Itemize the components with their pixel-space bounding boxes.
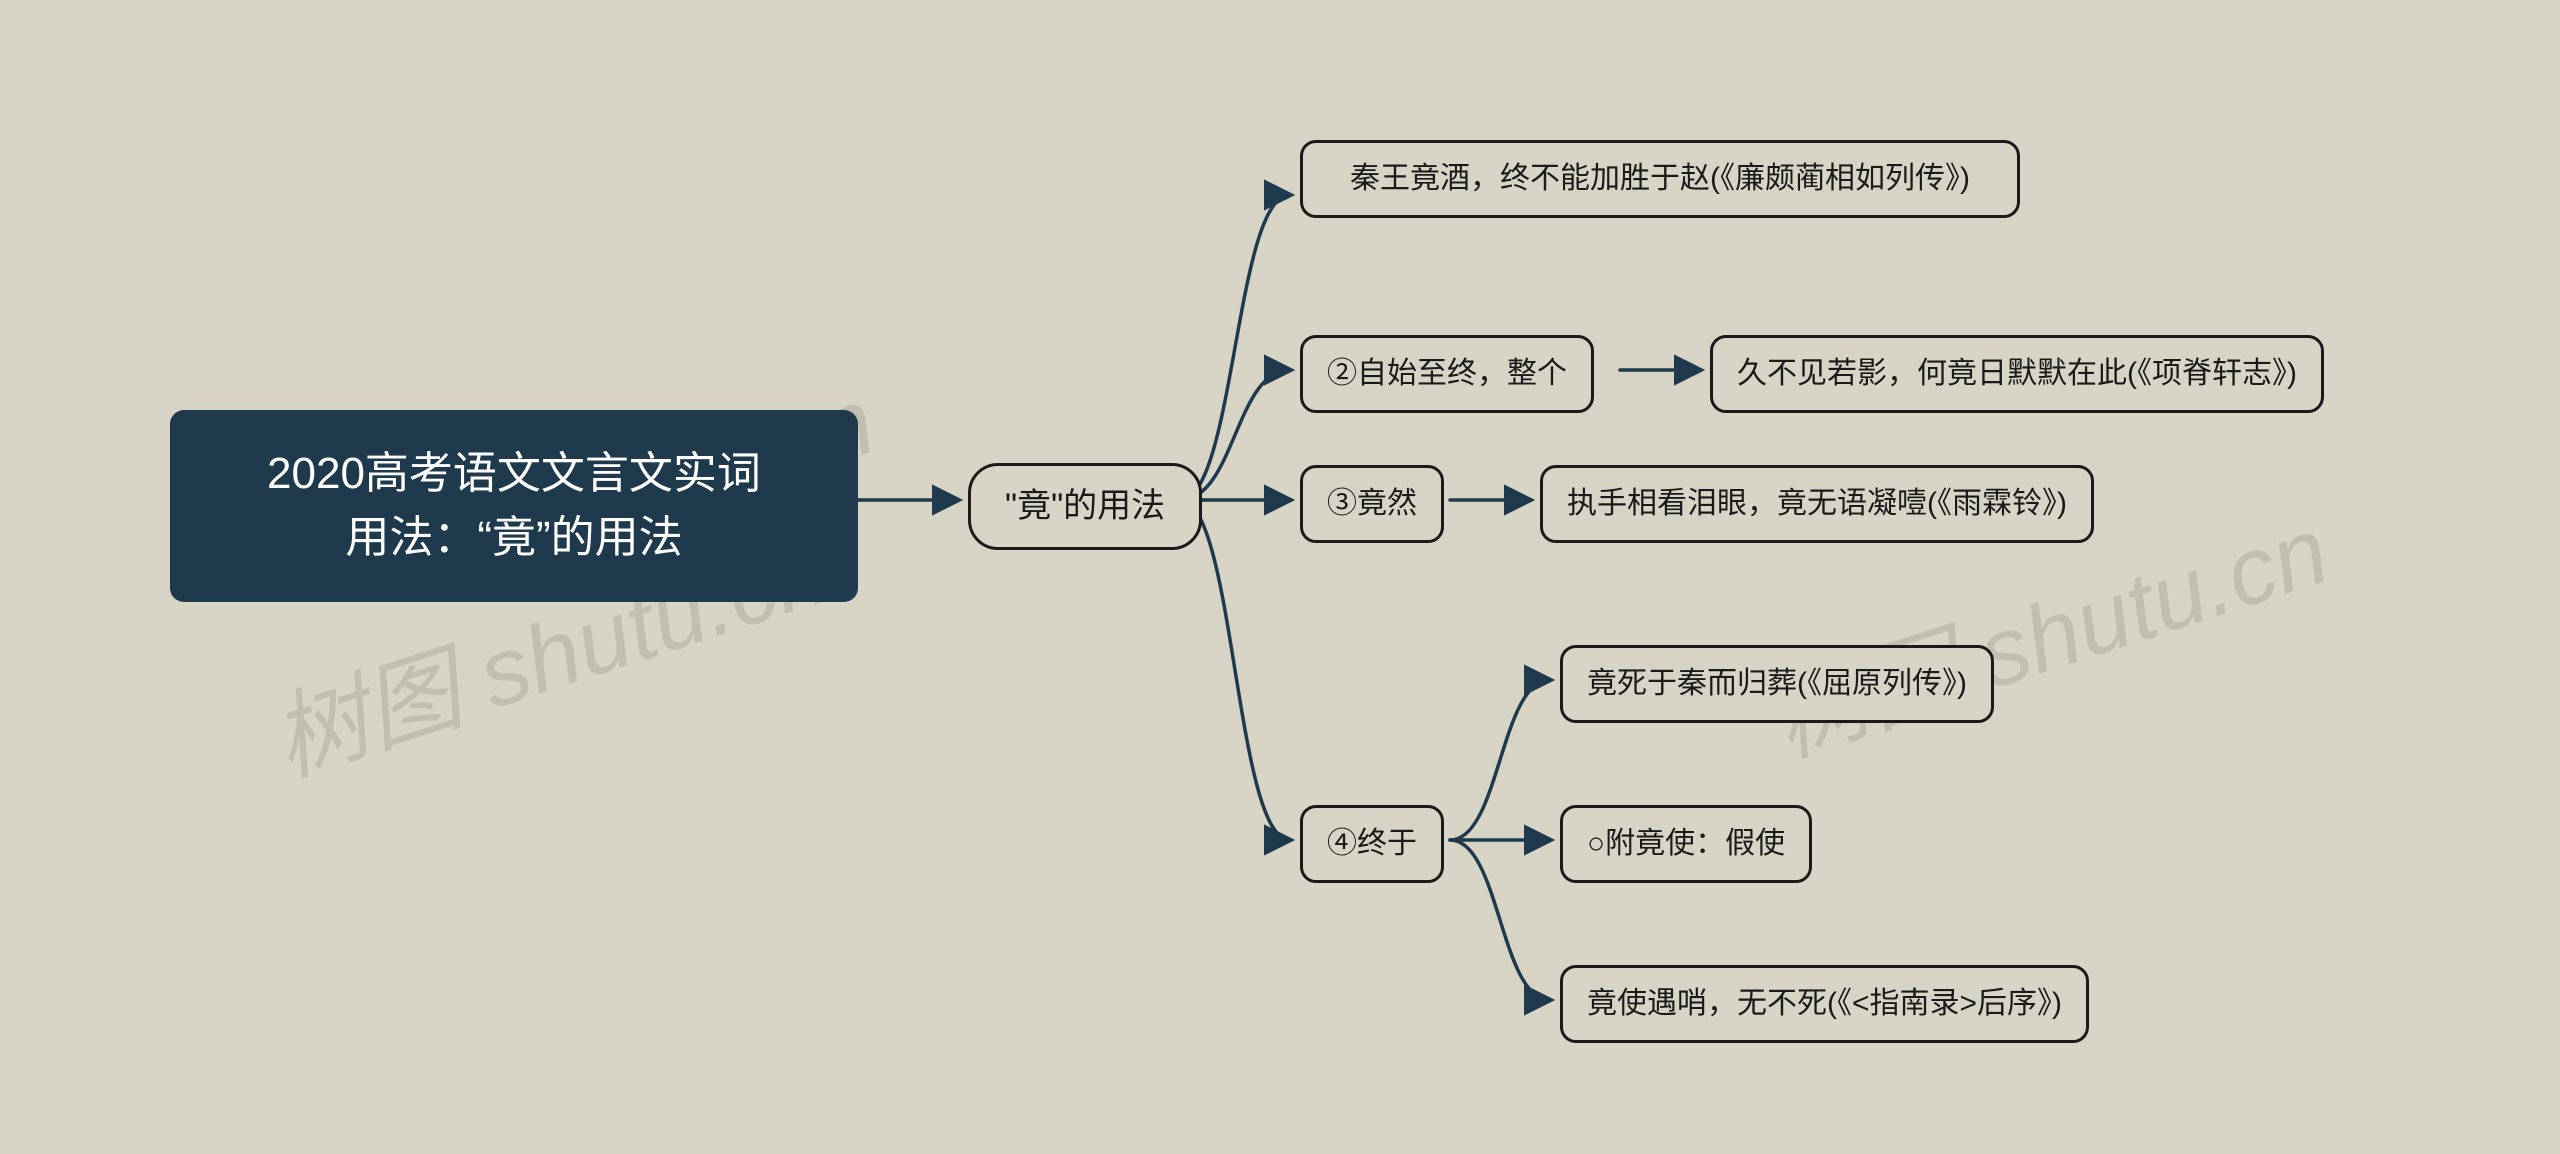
branch-node: ②自始至终，整个 (1300, 335, 1594, 413)
root-line2: 用法：“竟”的用法 (267, 506, 761, 570)
leaf-node: 执手相看泪眼，竟无语凝噎(《雨霖铃》) (1540, 465, 2094, 543)
branch-label: ③竟然 (1327, 482, 1417, 526)
branch-label: 秦王竟酒，终不能加胜于赵(《廉颇蔺相如列传》) (1350, 157, 1970, 201)
branch-node: ④终于 (1300, 805, 1444, 883)
leaf-node: ○附竟使：假使 (1560, 805, 1812, 883)
hub-label: "竟"的用法 (1005, 482, 1165, 531)
leaf-node: 久不见若影，何竟日默默在此(《项脊轩志》) (1710, 335, 2324, 413)
mindmap-canvas: shutu.cn 树图 shutu.cn 树图 shutu.cn (0, 0, 2560, 1154)
leaf-node: 竟使遇哨，无不死(《<指南录>后序》) (1560, 965, 2089, 1043)
leaf-node: 竟死于秦而归葬(《屈原列传》) (1560, 645, 1994, 723)
branch-node: 秦王竟酒，终不能加胜于赵(《廉颇蔺相如列传》) (1300, 140, 2020, 218)
root-node: 2020高考语文文言文实词 用法：“竟”的用法 (170, 410, 858, 602)
leaf-label: 执手相看泪眼，竟无语凝噎(《雨霖铃》) (1567, 482, 2067, 526)
branch-node: ③竟然 (1300, 465, 1444, 543)
leaf-label: 竟死于秦而归葬(《屈原列传》) (1587, 662, 1967, 706)
root-line1: 2020高考语文文言文实词 (267, 442, 761, 506)
leaf-label: 竟使遇哨，无不死(《<指南录>后序》) (1587, 982, 2062, 1026)
branch-label: ②自始至终，整个 (1327, 352, 1567, 396)
leaf-label: ○附竟使：假使 (1587, 822, 1785, 866)
hub-node: "竟"的用法 (968, 463, 1202, 550)
leaf-label: 久不见若影，何竟日默默在此(《项脊轩志》) (1737, 352, 2297, 396)
branch-label: ④终于 (1327, 822, 1417, 866)
